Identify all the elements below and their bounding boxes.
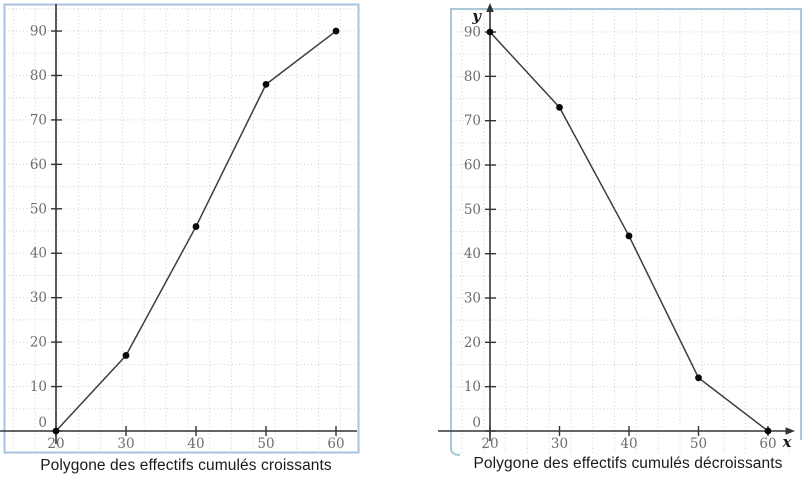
tick-labels: 20 30 40 50 60 0 10 20 30 40 50 60 70 80 90: [30, 24, 345, 452]
y-tick-label: 10: [30, 379, 47, 395]
data-point: [695, 374, 702, 382]
data-point: [332, 27, 340, 35]
cumulative-decreasing-plot: 20 30 40 50 60 0 10 20 30 40 50 60 70 80 90y x: [438, 3, 802, 456]
axes: [438, 3, 795, 441]
y-tick-label: 90: [464, 25, 481, 41]
data-point: [192, 223, 200, 230]
y-tick-label: 0: [472, 415, 481, 431]
y-tick-label: 90: [30, 24, 47, 40]
data-point: [52, 427, 60, 435]
data-point: [486, 28, 494, 36]
y-tick-label: 20: [30, 335, 47, 351]
axes: [0, 4, 357, 444]
y-tick-label: 30: [464, 291, 481, 307]
tick-marks: [51, 30, 337, 436]
x-tick-label: 30: [551, 436, 568, 452]
tick-marks: [485, 31, 769, 436]
x-tick-label: 30: [117, 436, 134, 452]
y-tick-label: 60: [30, 157, 47, 173]
y-tick-label: 50: [30, 201, 47, 217]
x-tick-label: 40: [620, 436, 637, 452]
panel-border: [3, 3, 360, 454]
chart-cumulative-increasing: 20 30 40 50 60 0 10 20 30 40 50 60 70 80 90: [0, 0, 372, 456]
data-points: [486, 28, 772, 435]
y-tick-label: 70: [30, 112, 47, 128]
data-point: [122, 352, 130, 359]
grid: [452, 9, 801, 454]
y-tick-label: 40: [30, 246, 47, 262]
x-tick-label: 50: [690, 436, 707, 452]
y-tick-label: 10: [464, 379, 481, 395]
panel-border: [450, 8, 802, 456]
grid: [5, 5, 358, 451]
data-point: [262, 80, 270, 88]
y-tick-label: 40: [464, 246, 481, 262]
x-axis-arrow: [785, 427, 795, 435]
y-axis-letter: y: [471, 7, 482, 25]
x-tick-label: 50: [257, 436, 274, 452]
y-tick-label: 50: [464, 202, 481, 218]
chart-caption-increasing: Polygone des effectifs cumulés croissant…: [40, 457, 332, 474]
data-point: [764, 427, 772, 435]
x-tick-label: 20: [47, 436, 64, 452]
x-axis-letter: x: [782, 433, 793, 451]
tick-labels: 20 30 40 50 60 0 10 20 30 40 50 60 70 80 90: [464, 25, 777, 452]
data-point: [625, 232, 633, 240]
y-tick-label: 70: [464, 113, 481, 129]
x-tick-label: 40: [187, 436, 204, 452]
y-tick-label: 60: [464, 158, 481, 174]
x-tick-label: 20: [481, 436, 498, 452]
data-point: [556, 103, 563, 111]
y-tick-label: 30: [30, 290, 47, 306]
chart-caption-decreasing: Polygone des effectifs cumulés décroissa…: [473, 455, 783, 472]
y-tick-label: 20: [464, 335, 481, 351]
x-tick-label: 60: [759, 436, 776, 452]
y-tick-label: 80: [30, 68, 47, 84]
data-points: [52, 27, 340, 435]
cumulative-increasing-plot: 20 30 40 50 60 0 10 20 30 40 50 60 70 80 90: [0, 3, 360, 454]
y-tick-label: 0: [38, 415, 47, 431]
y-axis-arrow: [486, 3, 494, 12]
chart-cumulative-decreasing: 20 30 40 50 60 0 10 20 30 40 50 60 70 80 90 y x: [438, 0, 810, 456]
y-tick-label: 80: [464, 69, 481, 85]
x-tick-label: 60: [327, 436, 344, 452]
